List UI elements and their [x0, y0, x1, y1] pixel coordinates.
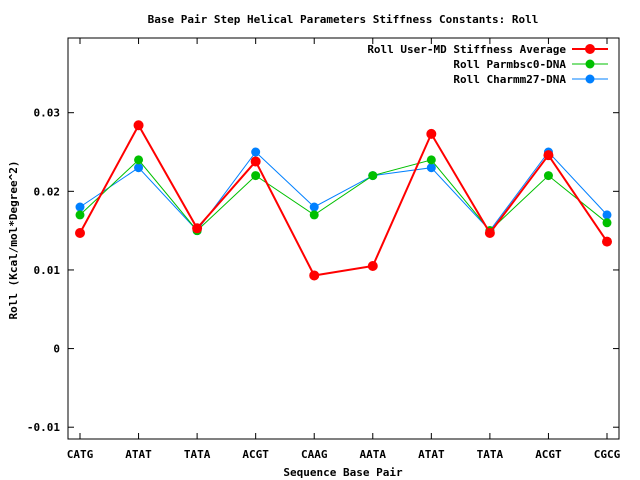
- legend-label: Roll User-MD Stiffness Average: [367, 43, 566, 56]
- data-point: [309, 202, 319, 212]
- legend-label: Roll Parmbsc0-DNA: [453, 58, 566, 71]
- series-layer: [75, 120, 612, 281]
- legend-swatch-marker: [585, 74, 595, 84]
- data-point: [426, 128, 437, 139]
- series-2: [75, 155, 612, 236]
- data-point: [309, 270, 320, 281]
- data-point: [75, 202, 85, 212]
- data-point: [75, 227, 85, 238]
- legend-label: Roll Charmm27-DNA: [453, 73, 566, 86]
- legend-swatch-marker: [585, 59, 595, 69]
- x-tick-label: CAAG: [301, 448, 328, 461]
- data-point: [134, 155, 144, 165]
- data-point: [251, 147, 261, 157]
- data-point: [543, 171, 553, 181]
- data-point: [134, 163, 144, 173]
- chart-title: Base Pair Step Helical Parameters Stiffn…: [148, 13, 539, 26]
- y-tick-label: 0.03: [34, 107, 61, 120]
- data-point: [426, 155, 436, 165]
- x-tick-label: AATA: [360, 448, 387, 461]
- x-tick-label: ACGT: [535, 448, 562, 461]
- axes: -0.01 0 0.01 0.02 0.03 CATG ATAT TATA ACGT CAAG AA…: [27, 38, 621, 461]
- data-point: [543, 150, 554, 161]
- series-line: [79, 151, 608, 232]
- legend-swatch-marker: [585, 44, 595, 54]
- data-point: [250, 156, 261, 167]
- series-line: [79, 123, 608, 277]
- y-tick-label: -0.01: [27, 421, 60, 434]
- x-tick-label: TATA: [477, 448, 504, 461]
- x-tick-label: ACGT: [242, 448, 269, 461]
- series-line: [79, 159, 608, 232]
- data-point: [75, 210, 85, 220]
- legend: Roll User-MD Stiffness Average Roll Parmb…: [367, 43, 608, 86]
- y-tick-label: 0.01: [34, 264, 61, 277]
- x-tick-label: CATG: [67, 448, 94, 461]
- x-tick-label: TATA: [184, 448, 211, 461]
- data-point: [251, 171, 261, 181]
- x-axis-label: Sequence Base Pair: [283, 466, 403, 479]
- x-tick-label: CGCG: [594, 448, 621, 461]
- data-point: [426, 163, 436, 173]
- data-point: [602, 218, 612, 228]
- data-point: [192, 223, 203, 234]
- data-point: [309, 210, 319, 220]
- series-1: [75, 120, 612, 281]
- data-point: [367, 261, 378, 272]
- x-tick-label: ATAT: [125, 448, 152, 461]
- data-point: [368, 171, 378, 181]
- data-point: [133, 120, 144, 131]
- data-point: [484, 227, 495, 238]
- y-tick-label: 0.02: [34, 185, 61, 198]
- y-tick-label: 0: [53, 343, 60, 356]
- data-point: [602, 236, 612, 247]
- plot-area: [67, 37, 620, 440]
- data-point: [602, 210, 612, 220]
- x-tick-label: ATAT: [418, 448, 445, 461]
- y-axis-label: Roll (Kcal/mol*Degree^2): [7, 161, 20, 320]
